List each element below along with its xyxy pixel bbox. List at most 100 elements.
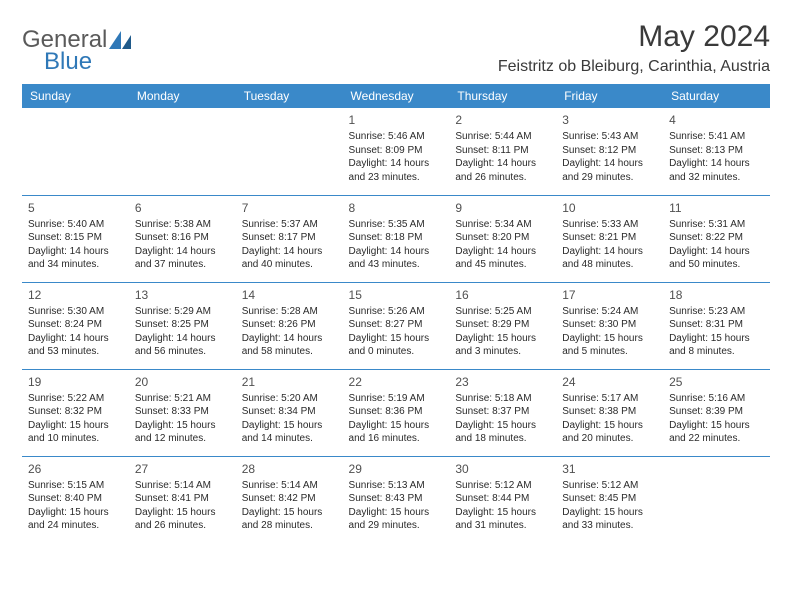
calendar-week: 1Sunrise: 5:46 AMSunset: 8:09 PMDaylight… — [22, 108, 770, 195]
sunrise-line: Sunrise: 5:14 AM — [135, 479, 230, 493]
sunset-line: Sunset: 8:12 PM — [562, 144, 657, 158]
day-number: 18 — [669, 287, 764, 303]
sunset-line: Sunset: 8:34 PM — [242, 405, 337, 419]
sunset-line: Sunset: 8:42 PM — [242, 492, 337, 506]
calendar-day-cell: 20Sunrise: 5:21 AMSunset: 8:33 PMDayligh… — [129, 369, 236, 456]
sunrise-line: Sunrise: 5:29 AM — [135, 305, 230, 319]
day-header: Sunday — [22, 84, 129, 108]
calendar-day-cell: 7Sunrise: 5:37 AMSunset: 8:17 PMDaylight… — [236, 195, 343, 282]
day-number: 26 — [28, 461, 123, 477]
sunset-line: Sunset: 8:39 PM — [669, 405, 764, 419]
daylight-line: Daylight: 15 hours and 14 minutes. — [242, 419, 337, 446]
daylight-line: Daylight: 15 hours and 12 minutes. — [135, 419, 230, 446]
daylight-line: Daylight: 15 hours and 0 minutes. — [349, 332, 444, 359]
daylight-line: Daylight: 15 hours and 26 minutes. — [135, 506, 230, 533]
daylight-line: Daylight: 14 hours and 48 minutes. — [562, 245, 657, 272]
daylight-line: Daylight: 15 hours and 24 minutes. — [28, 506, 123, 533]
sunrise-line: Sunrise: 5:23 AM — [669, 305, 764, 319]
sunrise-line: Sunrise: 5:38 AM — [135, 218, 230, 232]
sunset-line: Sunset: 8:38 PM — [562, 405, 657, 419]
calendar-day-cell: 2Sunrise: 5:44 AMSunset: 8:11 PMDaylight… — [449, 108, 556, 195]
sunset-line: Sunset: 8:11 PM — [455, 144, 550, 158]
day-number: 29 — [349, 461, 444, 477]
calendar-day-cell: 5Sunrise: 5:40 AMSunset: 8:15 PMDaylight… — [22, 195, 129, 282]
day-number: 28 — [242, 461, 337, 477]
sunset-line: Sunset: 8:33 PM — [135, 405, 230, 419]
daylight-line: Daylight: 15 hours and 8 minutes. — [669, 332, 764, 359]
sunset-line: Sunset: 8:27 PM — [349, 318, 444, 332]
sunset-line: Sunset: 8:43 PM — [349, 492, 444, 506]
calendar-day-cell: 27Sunrise: 5:14 AMSunset: 8:41 PMDayligh… — [129, 456, 236, 543]
calendar-day-cell: 19Sunrise: 5:22 AMSunset: 8:32 PMDayligh… — [22, 369, 129, 456]
sunset-line: Sunset: 8:36 PM — [349, 405, 444, 419]
daylight-line: Daylight: 14 hours and 40 minutes. — [242, 245, 337, 272]
sunset-line: Sunset: 8:13 PM — [669, 144, 764, 158]
calendar-day-cell: 17Sunrise: 5:24 AMSunset: 8:30 PMDayligh… — [556, 282, 663, 369]
calendar-day-cell: 18 Sunrise: 5:23 AMSunset: 8:31 PMDayligh… — [663, 282, 770, 369]
calendar-day-cell: 30Sunrise: 5:12 AMSunset: 8:44 PMDayligh… — [449, 456, 556, 543]
calendar-day-cell — [129, 108, 236, 195]
sunset-line: Sunset: 8:09 PM — [349, 144, 444, 158]
sunrise-line: Sunrise: 5:19 AM — [349, 392, 444, 406]
sunset-line: Sunset: 8:45 PM — [562, 492, 657, 506]
day-number: 23 — [455, 374, 550, 390]
day-header: Saturday — [663, 84, 770, 108]
calendar-week: 26Sunrise: 5:15 AMSunset: 8:40 PMDayligh… — [22, 456, 770, 543]
daylight-line: Daylight: 14 hours and 58 minutes. — [242, 332, 337, 359]
sunrise-line: Sunrise: 5:46 AM — [349, 130, 444, 144]
title-block: May 2024 Feistritz ob Bleiburg, Carinthi… — [498, 20, 770, 76]
calendar-day-cell: 16Sunrise: 5:25 AMSunset: 8:29 PMDayligh… — [449, 282, 556, 369]
calendar-day-cell: 31Sunrise: 5:12 AMSunset: 8:45 PMDayligh… — [556, 456, 663, 543]
calendar-day-cell: 11Sunrise: 5:31 AMSunset: 8:22 PMDayligh… — [663, 195, 770, 282]
calendar-body: 1Sunrise: 5:46 AMSunset: 8:09 PMDaylight… — [22, 108, 770, 543]
sunrise-line: Sunrise: 5:21 AM — [135, 392, 230, 406]
sunrise-line: Sunrise: 5:44 AM — [455, 130, 550, 144]
sunrise-line: Sunrise: 5:17 AM — [562, 392, 657, 406]
calendar-table: SundayMondayTuesdayWednesdayThursdayFrid… — [22, 84, 770, 543]
sunset-line: Sunset: 8:32 PM — [28, 405, 123, 419]
month-title: May 2024 — [498, 20, 770, 54]
sunrise-line: Sunrise: 5:28 AM — [242, 305, 337, 319]
day-number: 19 — [28, 374, 123, 390]
sunrise-line: Sunrise: 5:22 AM — [28, 392, 123, 406]
calendar-week: 12Sunrise: 5:30 AMSunset: 8:24 PMDayligh… — [22, 282, 770, 369]
day-header: Thursday — [449, 84, 556, 108]
daylight-line: Daylight: 14 hours and 45 minutes. — [455, 245, 550, 272]
sunrise-line: Sunrise: 5:12 AM — [455, 479, 550, 493]
day-number: 15 — [349, 287, 444, 303]
day-number: 9 — [455, 200, 550, 216]
day-header: Friday — [556, 84, 663, 108]
calendar-day-cell: 6Sunrise: 5:38 AMSunset: 8:16 PMDaylight… — [129, 195, 236, 282]
sunset-line: Sunset: 8:40 PM — [28, 492, 123, 506]
logo-sail-icon — [109, 31, 131, 49]
sunset-line: Sunset: 8:31 PM — [669, 318, 764, 332]
sunrise-line: Sunrise: 5:15 AM — [28, 479, 123, 493]
sunset-line: Sunset: 8:26 PM — [242, 318, 337, 332]
sunset-line: Sunset: 8:20 PM — [455, 231, 550, 245]
calendar-day-cell: 21Sunrise: 5:20 AMSunset: 8:34 PMDayligh… — [236, 369, 343, 456]
sunrise-line: Sunrise: 5:25 AM — [455, 305, 550, 319]
sunrise-line: Sunrise: 5:43 AM — [562, 130, 657, 144]
day-number: 21 — [242, 374, 337, 390]
day-number: 25 — [669, 374, 764, 390]
day-header: Wednesday — [343, 84, 450, 108]
calendar-day-cell: 28Sunrise: 5:14 AMSunset: 8:42 PMDayligh… — [236, 456, 343, 543]
daylight-line: Daylight: 15 hours and 33 minutes. — [562, 506, 657, 533]
sunrise-line: Sunrise: 5:30 AM — [28, 305, 123, 319]
day-number: 7 — [242, 200, 337, 216]
daylight-line: Daylight: 15 hours and 5 minutes. — [562, 332, 657, 359]
sunrise-line: Sunrise: 5:16 AM — [669, 392, 764, 406]
sunrise-line: Sunrise: 5:41 AM — [669, 130, 764, 144]
header: General Blue May 2024 Feistritz ob Bleib… — [22, 20, 770, 76]
daylight-line: Daylight: 14 hours and 43 minutes. — [349, 245, 444, 272]
calendar-header-row: SundayMondayTuesdayWednesdayThursdayFrid… — [22, 84, 770, 108]
sunrise-line: Sunrise: 5:33 AM — [562, 218, 657, 232]
calendar-day-cell: 8Sunrise: 5:35 AMSunset: 8:18 PMDaylight… — [343, 195, 450, 282]
sunrise-line: Sunrise: 5:26 AM — [349, 305, 444, 319]
day-number: 27 — [135, 461, 230, 477]
calendar-week: 5Sunrise: 5:40 AMSunset: 8:15 PMDaylight… — [22, 195, 770, 282]
calendar-day-cell: 1Sunrise: 5:46 AMSunset: 8:09 PMDaylight… — [343, 108, 450, 195]
day-number: 8 — [349, 200, 444, 216]
calendar-day-cell: 23Sunrise: 5:18 AMSunset: 8:37 PMDayligh… — [449, 369, 556, 456]
sunset-line: Sunset: 8:29 PM — [455, 318, 550, 332]
